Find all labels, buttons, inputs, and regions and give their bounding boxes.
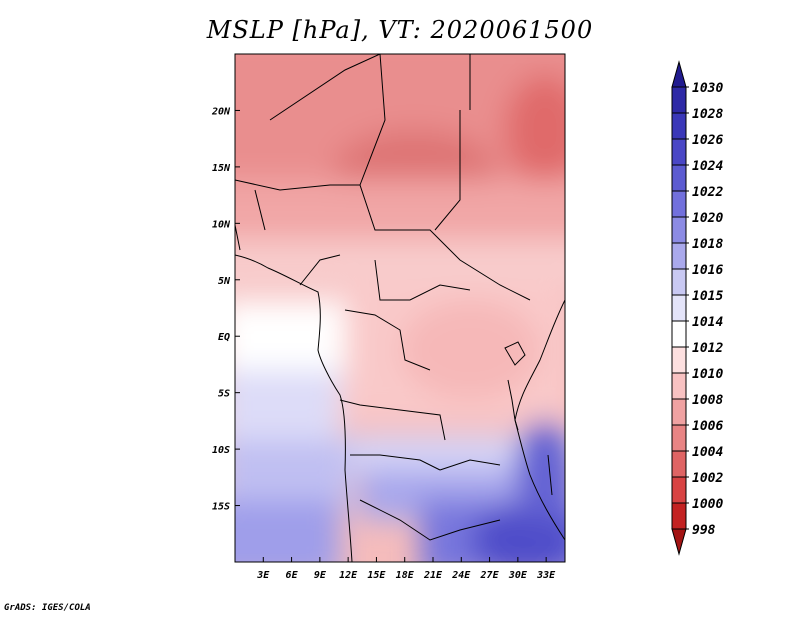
- lake-victoria: [504, 341, 526, 366]
- colorbar-label: 1015: [692, 289, 723, 304]
- lake-tanganyika: [507, 379, 519, 431]
- y-tick-label: 5S: [218, 389, 230, 400]
- y-tick-label: 5N: [218, 276, 231, 287]
- colorbar-label: 998: [692, 523, 716, 538]
- plot-frame: [234, 53, 566, 563]
- colorbar-segment: [671, 242, 687, 270]
- y-tick-label: 10S: [212, 445, 230, 456]
- colorbar-label: 1000: [692, 497, 723, 512]
- boundaries: [235, 54, 565, 562]
- colorbar-segment: [671, 398, 687, 426]
- y-axis: 20N 15N 10N 5N EQ 5S 10S 15S: [211, 106, 240, 513]
- country-borders: [235, 54, 531, 541]
- lake-malawi: [547, 454, 553, 496]
- x-tick-label: 3E: [256, 570, 270, 581]
- x-tick-label: 30E: [508, 570, 528, 581]
- colorbar-label: 1004: [692, 445, 723, 460]
- y-tick-label: EQ: [218, 332, 230, 343]
- y-tick-label: 10N: [212, 219, 231, 230]
- colorbar-label: 1016: [692, 263, 723, 278]
- colorbar-label: 1014: [692, 315, 723, 330]
- grads-credit: GrADS: IGES/COLA: [4, 603, 91, 613]
- x-tick-label: 15E: [367, 570, 386, 581]
- colorbar-segment: [671, 112, 687, 140]
- colorbar-segment: [671, 346, 687, 374]
- y-tick-label: 15S: [212, 502, 230, 513]
- colorbar-bottom-arrow: [671, 528, 687, 556]
- colorbar-label: 1006: [692, 419, 723, 434]
- x-tick-label: 18E: [396, 570, 415, 581]
- x-tick-label: 21E: [423, 570, 443, 581]
- colorbar-segment: [671, 502, 687, 530]
- colorbar-segment: [671, 424, 687, 452]
- x-tick-label: 24E: [451, 570, 471, 581]
- x-tick-label: 6E: [286, 570, 299, 581]
- x-tick-label: 9E: [314, 570, 327, 581]
- colorbar-label: 1010: [692, 367, 723, 382]
- colorbar-segment: [671, 190, 687, 218]
- colorbar-segment: [671, 216, 687, 244]
- x-tick-label: 27E: [480, 570, 500, 581]
- colorbar-label: 1020: [692, 211, 723, 226]
- colorbar-segment: [671, 294, 687, 322]
- colorbar-top-arrow: [671, 60, 687, 88]
- colorbar-segment: [671, 372, 687, 400]
- colorbar-label: 1018: [692, 237, 723, 252]
- colorbar-segment: [671, 164, 687, 192]
- colorbar-label: 1008: [692, 393, 723, 408]
- colorbar-label: 1024: [692, 159, 723, 174]
- colorbar-segment: [671, 138, 687, 166]
- pressure-field: [235, 54, 565, 562]
- x-axis: 3E 6E 9E 12E 15E 18E 21E 24E 27E 30E 33E: [256, 557, 556, 581]
- colorbar-segment: [671, 450, 687, 478]
- colorbar-segment: [671, 86, 687, 114]
- y-tick-label: 15N: [212, 163, 231, 174]
- y-tick-label: 20N: [211, 106, 231, 117]
- colorbar-label: 1012: [692, 341, 723, 356]
- colorbar-label: 1026: [692, 133, 723, 148]
- chart-title: MSLP [hPa], VT: 2020061500: [206, 16, 594, 44]
- colorbar-label: 1022: [692, 185, 723, 200]
- west-coastline: [235, 254, 353, 562]
- colorbar-label: 1030: [692, 81, 723, 96]
- x-tick-label: 12E: [339, 570, 358, 581]
- colorbar-segment: [671, 268, 687, 296]
- colorbar-segment: [671, 320, 687, 348]
- x-tick-label: 33E: [536, 570, 556, 581]
- colorbar-segment: [671, 476, 687, 504]
- colorbar-label: 1002: [692, 471, 723, 486]
- colorbar-label: 1028: [692, 107, 723, 122]
- colorbar: 1030 1028 1026 1024 1022 1020 1018 1016 1015 1014…: [671, 60, 723, 556]
